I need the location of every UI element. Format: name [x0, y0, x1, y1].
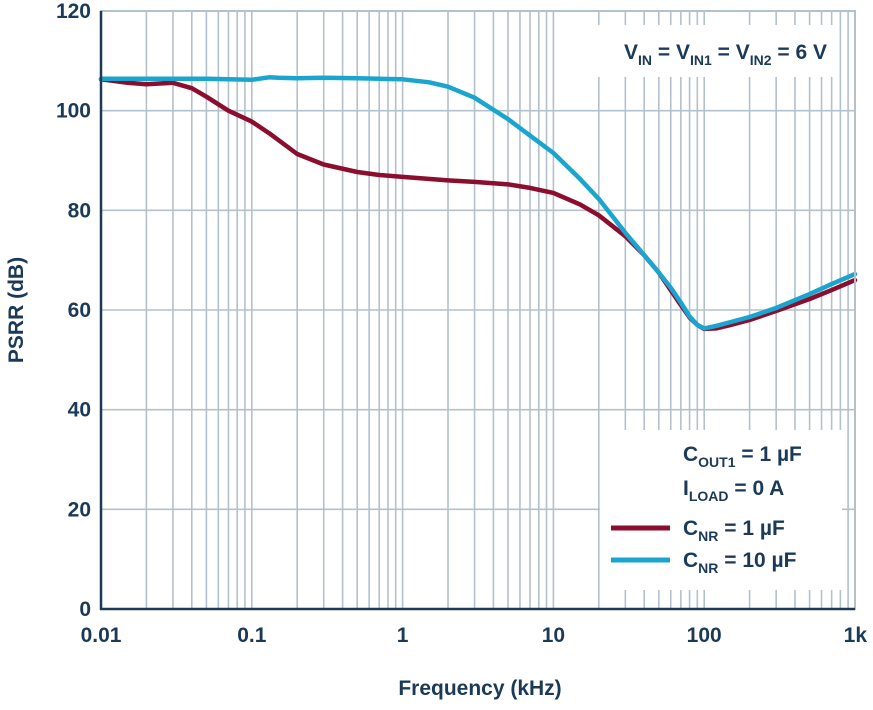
axis-layer [99, 10, 856, 611]
supply-voltage-annotation: VIN​ = VIN1​ = VIN2​ = 6 V [624, 41, 827, 68]
x-tick-label: 0.1 [237, 624, 267, 647]
x-tick-label: 0.01 [81, 624, 122, 647]
top-annotation-background [574, 25, 839, 77]
series-line-2 [98, 75, 858, 331]
tick-labels: 0 20 40 60 80 100 120 0.01 0.1 1 10 100 1k [56, 0, 867, 647]
y-tick-label: 100 [56, 100, 91, 123]
legend-background [600, 430, 842, 590]
legend-label-1: CNR​ = 1 µF [683, 517, 785, 544]
x-tick-label: 1k [844, 624, 868, 647]
series-line-1 [98, 77, 858, 332]
legend-label-2: CNR​ = 10 µF [683, 549, 797, 576]
y-tick-label: 80 [68, 199, 91, 222]
x-tick-label: 10 [542, 624, 565, 647]
x-axis-title: Frequency (kHz) [398, 677, 561, 700]
annotation-panels [574, 25, 842, 590]
y-tick-label: 40 [68, 399, 91, 422]
condition-annotation-1: COUT1​ = 1 µF [683, 443, 802, 470]
x-tick-label: 1 [397, 624, 409, 647]
condition-annotation-2: ILOAD​ = 0 A [683, 477, 784, 504]
series-layer [98, 75, 858, 332]
y-axis-title: PSRR (dB) [5, 257, 28, 363]
chart-annotations: Frequency (kHz) PSRR (dB) VIN​ = VIN1​ = V… [5, 41, 827, 700]
y-tick-label: 20 [68, 498, 91, 521]
y-tick-label: 0 [79, 598, 91, 621]
y-tick-label: 120 [56, 0, 91, 23]
x-tick-label: 100 [687, 624, 722, 647]
y-tick-label: 60 [68, 299, 91, 322]
